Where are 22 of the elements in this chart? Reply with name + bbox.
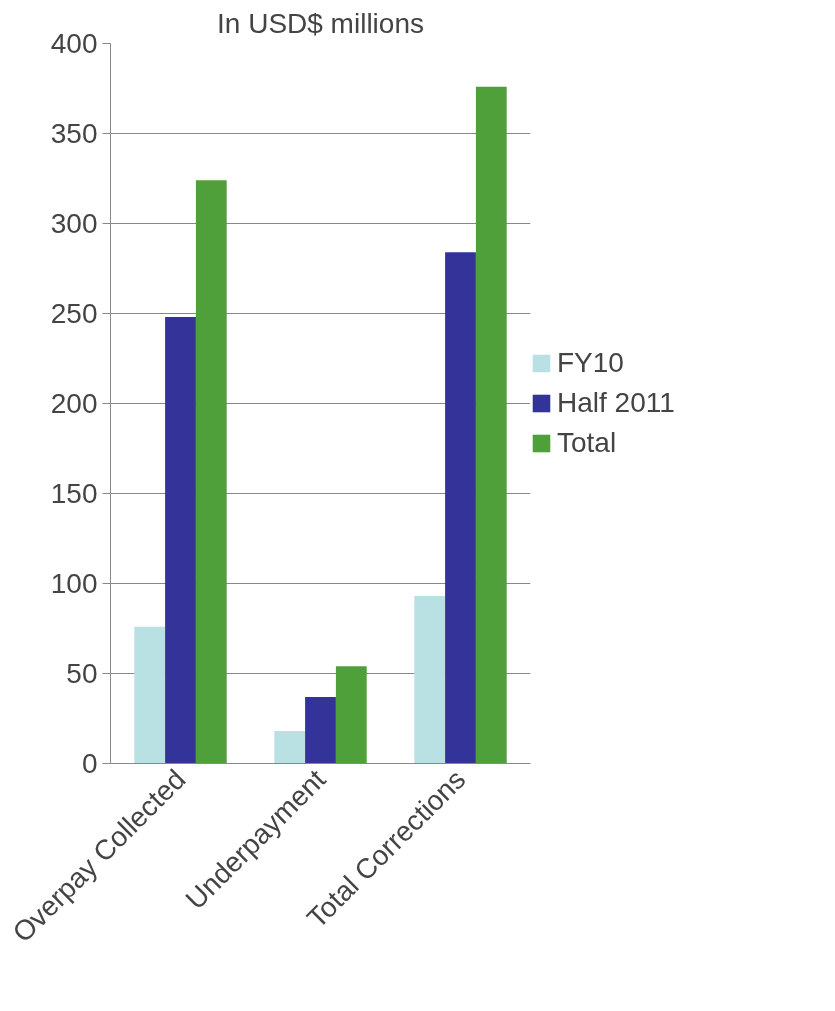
bar [445, 252, 476, 764]
y-tick-label: 250 [50, 298, 98, 329]
legend-label: FY10 [557, 347, 624, 379]
legend-label: Total [557, 427, 617, 459]
y-tick-label: 50 [66, 658, 98, 689]
legend-label: Half 2011 [557, 387, 675, 419]
y-tick-label: 350 [50, 118, 98, 149]
bar [475, 86, 507, 764]
y-tick-label: 150 [50, 478, 98, 509]
y-tick-label: 200 [50, 388, 98, 419]
y-tick-label: 100 [50, 568, 98, 599]
chart-title: In USD$ millions [217, 7, 424, 39]
y-tick-label: 400 [50, 28, 98, 59]
y-tick-label: 300 [50, 208, 98, 239]
bar [165, 317, 196, 764]
bar [305, 696, 336, 764]
bar [274, 731, 306, 764]
bar [335, 666, 367, 764]
bar [134, 626, 166, 764]
y-tick-label: 0 [81, 748, 98, 779]
bar [195, 180, 227, 764]
bar [414, 596, 446, 764]
